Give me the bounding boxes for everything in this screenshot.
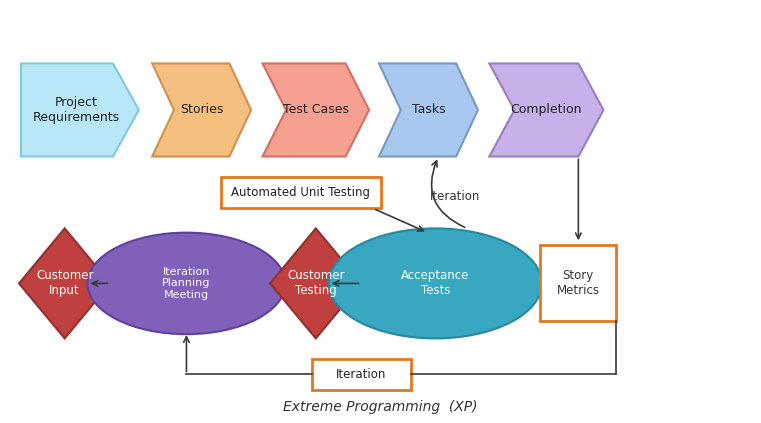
Text: Customer
Testing: Customer Testing: [287, 269, 345, 297]
Polygon shape: [152, 63, 251, 157]
Polygon shape: [489, 63, 603, 157]
Text: Completion: Completion: [511, 104, 582, 116]
Bar: [221, 177, 380, 209]
Text: Iteration: Iteration: [430, 190, 480, 203]
Bar: [312, 359, 411, 390]
Text: Extreme Programming  (XP): Extreme Programming (XP): [283, 400, 478, 414]
Text: Automated Unit Testing: Automated Unit Testing: [231, 186, 370, 199]
Polygon shape: [19, 228, 110, 338]
Text: Project
Requirements: Project Requirements: [33, 96, 120, 124]
Text: Stories: Stories: [180, 104, 223, 116]
Polygon shape: [270, 228, 361, 338]
Ellipse shape: [329, 228, 542, 338]
Polygon shape: [263, 63, 369, 157]
Bar: [540, 245, 616, 321]
Ellipse shape: [88, 233, 285, 334]
Text: Story
Metrics: Story Metrics: [557, 269, 600, 297]
Text: Iteration: Iteration: [336, 368, 387, 381]
Polygon shape: [379, 63, 478, 157]
Polygon shape: [21, 63, 139, 157]
Text: Acceptance
Tests: Acceptance Tests: [401, 269, 470, 297]
Text: Customer
Input: Customer Input: [36, 269, 94, 297]
Text: Tasks: Tasks: [412, 104, 445, 116]
FancyArrowPatch shape: [431, 161, 465, 227]
Text: Test Cases: Test Cases: [283, 104, 349, 116]
Text: Iteration
Planning
Meeting: Iteration Planning Meeting: [162, 267, 211, 300]
